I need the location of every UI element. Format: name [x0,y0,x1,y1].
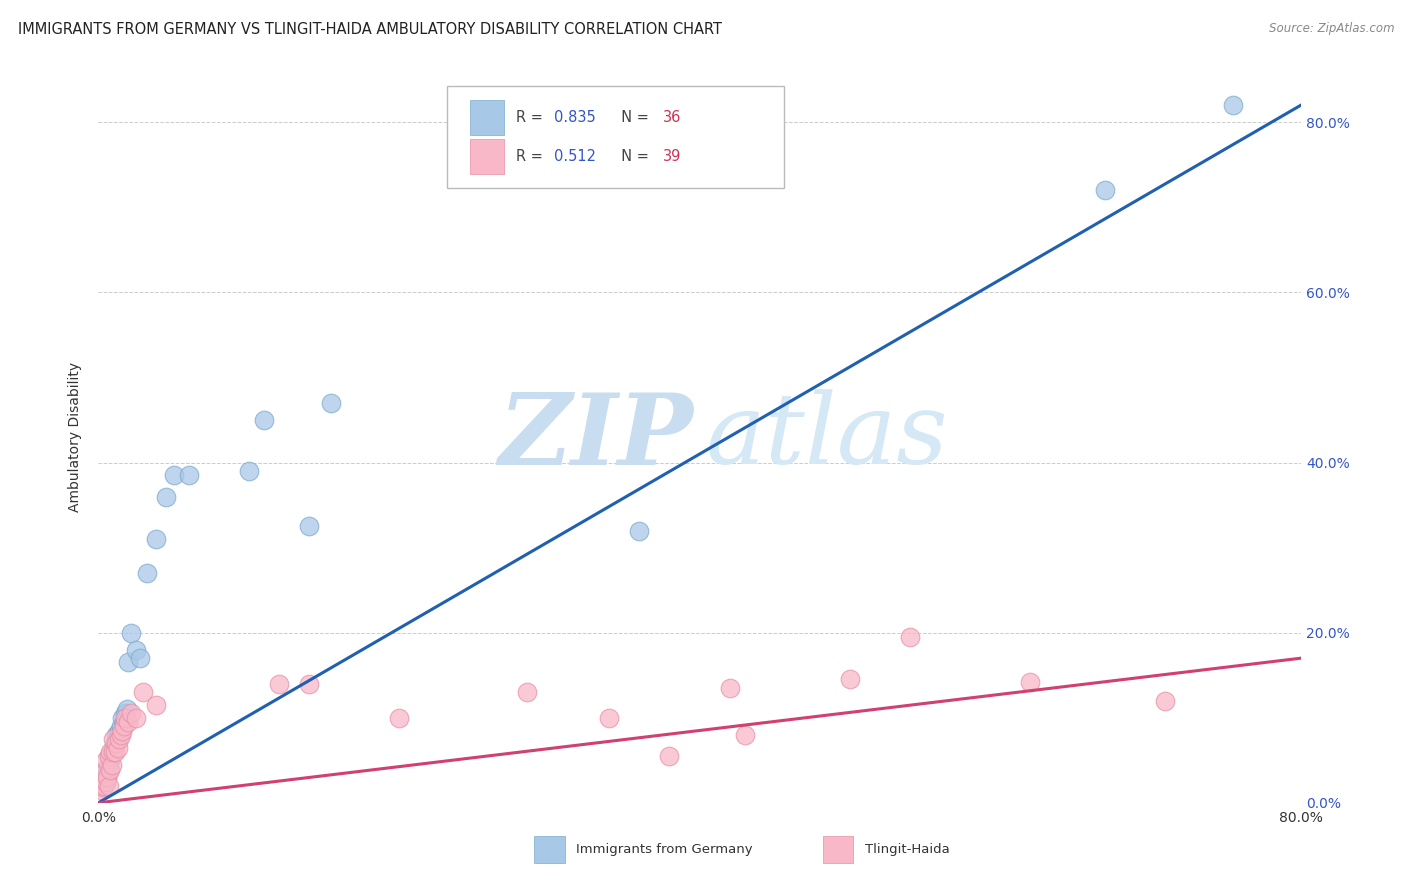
Point [253,413,276,427]
Point [177,468,200,483]
Point [125,711,148,725]
Point [96,770,118,784]
FancyBboxPatch shape [534,836,565,863]
Point [111,711,134,725]
Point [145,698,167,712]
Point [100,745,122,759]
Point [96,770,118,784]
Point [103,740,125,755]
FancyBboxPatch shape [470,100,503,135]
Text: N =: N = [612,150,654,164]
Point [93,770,115,784]
Point [103,745,125,759]
Point [628,524,651,538]
Point [129,651,152,665]
Point [1222,98,1244,112]
Point [114,711,136,725]
Point [162,468,184,483]
Point [94,753,117,767]
Point [598,711,620,725]
Point [112,719,135,733]
Point [93,779,115,793]
Point [107,728,129,742]
Text: 36: 36 [664,110,682,125]
Point [100,753,122,767]
Point [111,723,134,738]
Point [658,749,681,764]
Point [91,779,114,793]
Point [298,677,321,691]
Text: Immigrants from Germany: Immigrants from Germany [576,843,754,855]
Point [388,711,411,725]
Point [104,745,127,759]
Point [267,677,290,691]
Point [108,723,131,738]
Point [108,731,131,746]
Point [91,780,114,795]
Point [145,532,167,546]
FancyBboxPatch shape [447,86,783,188]
FancyBboxPatch shape [470,139,503,175]
Point [734,728,756,742]
Point [718,681,741,695]
Point [97,762,120,776]
Point [94,774,117,789]
Point [101,745,124,759]
Point [90,783,112,797]
Point [135,566,157,581]
Point [155,490,177,504]
Text: 0.512: 0.512 [554,150,596,164]
Point [104,736,127,750]
Point [1094,183,1116,197]
Text: Source: ZipAtlas.com: Source: ZipAtlas.com [1270,22,1395,36]
Point [105,728,128,742]
Text: N =: N = [612,110,654,125]
Point [121,625,143,640]
Point [321,396,343,410]
Point [103,731,125,746]
Point [898,630,921,644]
Text: 0.835: 0.835 [554,110,596,125]
Text: atlas: atlas [706,390,948,484]
Point [94,774,117,789]
Point [1019,675,1042,690]
Text: ZIP: ZIP [499,389,693,485]
Point [101,757,124,772]
Point [107,740,129,755]
Point [838,673,860,687]
Point [117,714,139,729]
Point [114,706,136,721]
Point [1154,694,1177,708]
Y-axis label: Ambulatory Disability: Ambulatory Disability [67,362,82,512]
Point [100,764,122,778]
Point [97,749,120,764]
Text: R =: R = [516,150,547,164]
Point [93,766,115,780]
Text: R =: R = [516,110,547,125]
Point [97,749,120,764]
Point [115,702,138,716]
Text: IMMIGRANTS FROM GERMANY VS TLINGIT-HAIDA AMBULATORY DISABILITY CORRELATION CHART: IMMIGRANTS FROM GERMANY VS TLINGIT-HAIDA… [18,22,723,37]
Point [112,714,135,729]
Point [516,685,538,699]
Point [238,464,260,478]
Point [132,685,155,699]
Point [298,519,321,533]
Point [97,779,120,793]
FancyBboxPatch shape [823,836,853,863]
Text: Tlingit-Haida: Tlingit-Haida [865,843,949,855]
Point [93,777,115,791]
Point [105,736,128,750]
Point [125,642,148,657]
Point [110,719,132,733]
Point [121,706,143,721]
Point [94,762,117,776]
Text: 39: 39 [664,150,682,164]
Point [110,728,132,742]
Point [117,656,139,670]
